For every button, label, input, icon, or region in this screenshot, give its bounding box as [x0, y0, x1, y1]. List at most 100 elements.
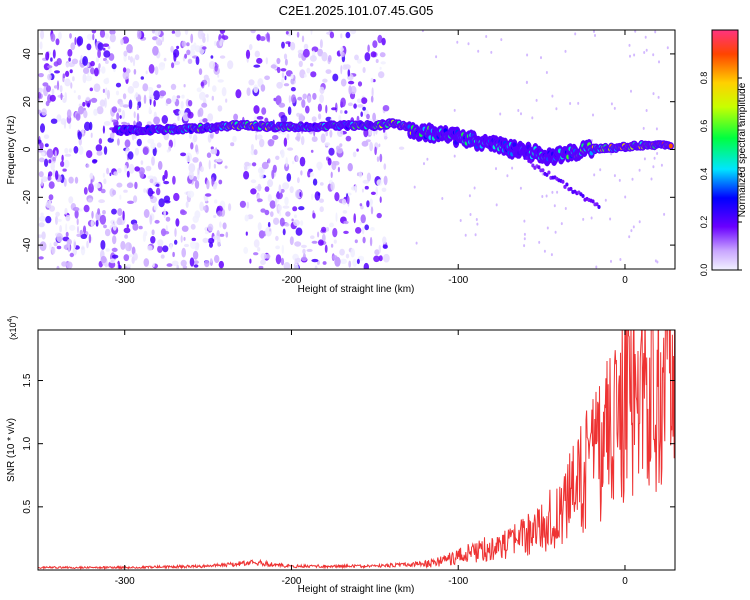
- noise-speckle: [426, 157, 429, 161]
- noise-speckle: [366, 200, 370, 208]
- noise-speckle: [122, 104, 130, 108]
- noise-speckle: [77, 131, 82, 140]
- noise-speckle: [102, 210, 106, 215]
- noise-speckle: [116, 218, 123, 226]
- noise-speckle: [628, 43, 631, 47]
- noise-speckle: [523, 244, 526, 248]
- noise-speckle: [150, 236, 156, 244]
- noise-speckle: [344, 64, 351, 70]
- noise-speckle: [275, 191, 283, 200]
- noise-speckle: [339, 143, 343, 148]
- noise-speckle: [61, 154, 64, 162]
- noise-speckle: [192, 250, 199, 260]
- noise-speckle: [203, 74, 209, 81]
- colorbar-tick-label: 0.6: [699, 120, 709, 133]
- noise-speckle: [97, 49, 101, 58]
- noise-speckle: [102, 172, 105, 178]
- noise-speckle: [364, 185, 369, 190]
- noise-speckle: [80, 233, 88, 239]
- noise-speckle: [128, 99, 133, 110]
- noise-speckle: [100, 188, 106, 194]
- noise-speckle: [156, 187, 161, 196]
- noise-speckle: [69, 33, 72, 39]
- noise-speckle: [171, 260, 179, 267]
- noise-speckle: [275, 245, 280, 250]
- noise-speckle: [383, 131, 388, 141]
- noise-speckle: [195, 144, 199, 153]
- noise-speckle: [266, 32, 270, 42]
- noise-speckle: [290, 87, 296, 92]
- noise-speckle: [94, 182, 101, 189]
- noise-speckle: [354, 54, 359, 61]
- noise-speckle: [171, 30, 176, 34]
- noise-speckle: [348, 85, 352, 95]
- noise-speckle: [250, 144, 254, 151]
- noise-speckle: [210, 134, 214, 139]
- snr-multiplier: (x104): [7, 316, 18, 340]
- noise-speckle: [258, 230, 265, 239]
- noise-speckle: [206, 152, 212, 158]
- noise-speckle: [655, 127, 658, 131]
- noise-speckle: [216, 158, 223, 163]
- noise-speckle: [355, 227, 362, 234]
- noise-speckle: [48, 171, 53, 177]
- noise-speckle: [325, 104, 328, 114]
- noise-speckle: [282, 205, 290, 209]
- noise-speckle: [361, 226, 365, 235]
- noise-speckle: [227, 60, 234, 70]
- noise-speckle: [319, 94, 324, 104]
- noise-speckle: [574, 32, 577, 36]
- noise-speckle: [378, 255, 383, 262]
- signal-branch-point: [569, 186, 573, 191]
- noise-speckle: [243, 246, 249, 254]
- noise-speckle: [347, 163, 353, 172]
- noise-speckle: [127, 200, 134, 204]
- noise-speckle: [357, 81, 363, 87]
- noise-speckle: [190, 142, 194, 150]
- noise-speckle: [361, 188, 364, 193]
- noise-speckle: [98, 138, 103, 145]
- noise-speckle: [102, 47, 106, 51]
- noise-speckle: [192, 215, 199, 223]
- noise-speckle: [45, 100, 50, 107]
- noise-speckle: [117, 208, 123, 217]
- noise-speckle: [64, 147, 69, 154]
- noise-speckle: [83, 110, 88, 119]
- noise-speckle: [109, 172, 112, 177]
- noise-speckle: [275, 95, 282, 106]
- noise-speckle: [56, 232, 63, 243]
- noise-speckle: [249, 258, 252, 264]
- noise-speckle: [40, 152, 46, 157]
- noise-speckle: [38, 73, 44, 78]
- noise-speckle: [370, 206, 374, 215]
- noise-speckle: [121, 121, 128, 125]
- noise-speckle: [105, 60, 109, 64]
- noise-speckle: [119, 101, 124, 108]
- noise-speckle: [103, 178, 107, 185]
- noise-speckle: [632, 225, 635, 229]
- noise-speckle: [351, 186, 357, 191]
- noise-speckle: [88, 183, 94, 194]
- noise-speckle: [100, 255, 107, 264]
- noise-speckle: [371, 87, 374, 97]
- noise-speckle: [86, 33, 94, 41]
- noise-speckle: [500, 38, 503, 42]
- spectrogram-y-tick-label: 20: [22, 96, 33, 108]
- noise-speckle: [634, 30, 637, 33]
- noise-speckle: [69, 69, 73, 74]
- noise-speckle: [342, 210, 348, 214]
- noise-speckle: [555, 107, 558, 111]
- noise-speckle: [550, 253, 553, 257]
- noise-speckle: [619, 258, 622, 261]
- noise-speckle: [306, 248, 313, 252]
- noise-speckle: [517, 109, 520, 112]
- noise-speckle: [219, 221, 222, 228]
- noise-speckle: [143, 209, 150, 218]
- noise-speckle: [80, 54, 83, 64]
- noise-speckle: [324, 142, 331, 147]
- noise-speckle: [109, 33, 116, 43]
- noise-speckle: [154, 66, 159, 76]
- noise-speckle: [68, 196, 74, 204]
- noise-speckle: [280, 149, 285, 159]
- noise-speckle: [78, 105, 84, 115]
